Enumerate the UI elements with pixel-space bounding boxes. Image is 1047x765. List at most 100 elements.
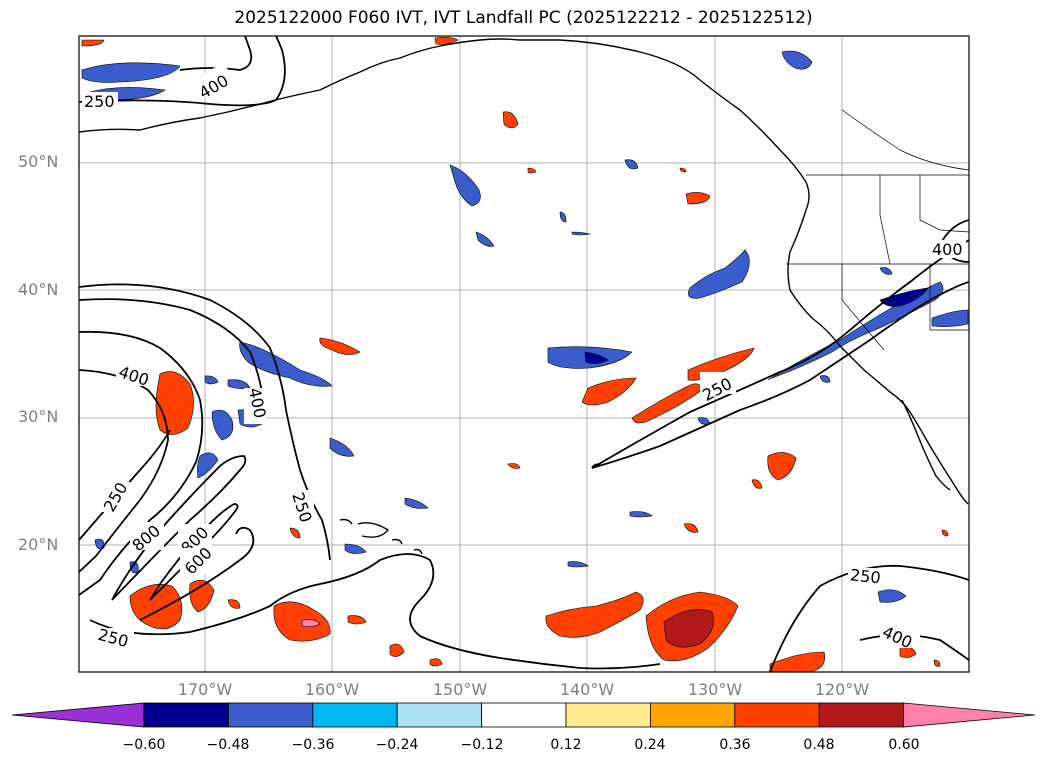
map-frame [78,35,970,673]
lon-label-130w: 130°W [687,680,743,699]
pc-region-red [155,371,194,435]
pc-region-red [429,658,443,667]
lon-label-140w: 140°W [559,680,615,699]
pc-region-blue [94,538,105,550]
contour-line [79,36,286,107]
pc-region-red [227,599,241,609]
colorbar [11,702,1036,728]
colorbar-segment [312,702,398,728]
pc-region-red [767,452,797,481]
contour-label: 250 [84,92,115,111]
pc-region-red [507,463,521,469]
pc-region-red [685,192,711,205]
colorbar-extend-left [11,702,145,728]
pc-region-blue [877,589,907,603]
lon-label-170w: 170°W [177,680,233,699]
us-west-coast [787,209,969,505]
pc-region-blue [475,231,495,247]
map-area: 400 250 400 400 250 250 800 800 600 250 … [79,36,969,672]
alaska-panhandle-coast [559,39,810,211]
contour-line [79,283,331,561]
pc-region-red [631,383,703,424]
pc-region-red [434,37,459,45]
pc-region-blue [624,159,639,170]
negative-pc-regions [81,50,969,603]
pc-region-red [933,659,941,667]
lat-label-30n: 30°N [18,407,59,426]
pc-region-blue [344,543,367,554]
colorbar-tick: −0.12 [460,737,504,753]
pc-region-blue [227,379,251,389]
pc-region-blue [567,561,589,568]
pc-region-blue [81,62,181,83]
colorbar-tick: −0.36 [291,737,335,753]
colorbar-tick: −0.24 [375,737,419,753]
colorbar-tick: −0.48 [206,737,250,753]
pc-region-red [319,337,361,355]
pc-region-red [545,591,644,638]
colorbar-tick: 0.48 [803,737,835,753]
pc-region-red [502,111,519,129]
positive-pc-regions [81,37,949,672]
alaska-coast [79,38,560,133]
lon-label-150w: 150°W [432,680,488,699]
pc-region-red [663,609,714,648]
contour-label: 400 [932,240,963,259]
colorbar-segment [818,702,905,728]
map-title: 2025122000 F060 IVT, IVT Landfall PC (20… [234,8,813,28]
contour-label: 250 [849,565,881,587]
pc-region-blue [767,281,944,381]
lat-label-50n: 50°N [18,152,59,171]
contour-line [179,36,253,71]
pc-region-blue [239,341,333,387]
pc-region-red [389,643,405,657]
contour-label-group: 400 250 400 400 250 250 800 800 600 250 … [82,62,966,652]
contour-line [89,553,661,670]
ivt-contours [79,36,969,672]
colorbar-extend-right [903,702,1036,728]
contour-line [591,463,601,469]
pc-region-blue [688,249,750,299]
pc-region-blue [559,211,567,223]
pc-region-blue [404,497,429,509]
contour-line [79,298,265,411]
pc-region-blue [211,409,234,441]
pc-region-red [527,167,537,174]
pc-region-red [751,479,763,489]
pc-region-red [679,167,687,173]
baja-coast [901,399,951,491]
pc-region-blue [819,375,831,383]
colorbar-tick: 0.60 [888,737,920,753]
colorbar-segment [565,702,651,728]
pc-region-blue [781,50,813,70]
pc-region-blue [329,437,355,457]
colorbar-segment [734,702,820,728]
state-borders [786,109,969,351]
colorbar-tick: −0.60 [122,737,166,753]
pc-region-blue [584,351,609,364]
colorbar-tick: 0.12 [550,737,582,753]
coastlines [79,38,969,555]
lon-label-120w: 120°W [814,680,870,699]
lon-label-160w: 160°W [304,680,360,699]
pc-region-blue [931,309,969,327]
colorbar-segment [143,702,229,728]
pc-region-blue [629,511,653,518]
pc-region-blue [879,287,929,307]
pc-region-red [769,651,825,672]
colorbar-segment [227,702,314,728]
colorbar-tick: 0.36 [719,737,751,753]
pc-region-blue [571,231,591,236]
contour-line [139,526,255,621]
pc-region-red [941,529,949,537]
colorbar-segment [481,702,567,728]
gridlines [79,36,969,672]
pc-region-red [289,527,301,539]
pc-region-red [683,523,699,533]
pc-region-blue [204,375,219,385]
lat-label-20n: 20°N [18,535,59,554]
contour-line [79,429,171,541]
pc-region-red [81,39,105,47]
pc-region-blue [449,164,481,207]
hawaii-islands [339,518,423,555]
